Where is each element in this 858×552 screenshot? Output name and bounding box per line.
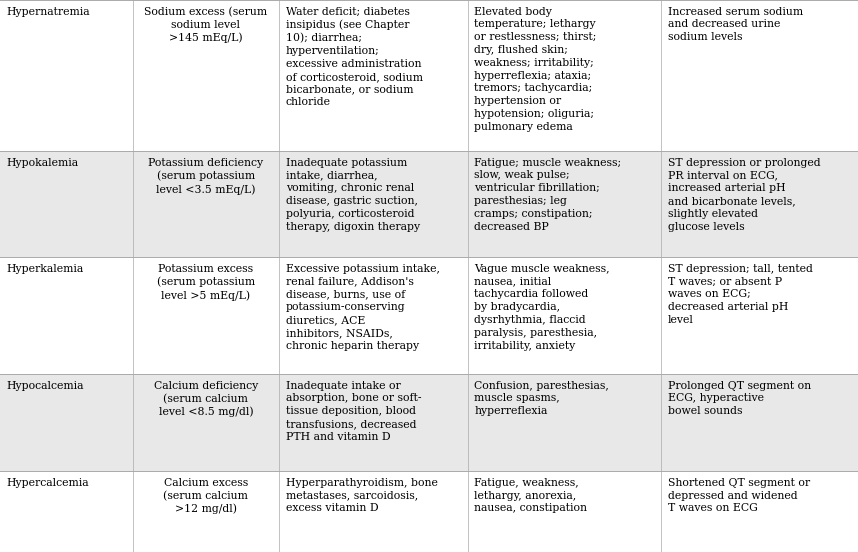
Text: Hypercalcemia: Hypercalcemia	[7, 477, 89, 488]
Text: ST depression; tall, tented
T waves; or absent P
waves on ECG;
decreased arteria: ST depression; tall, tented T waves; or …	[668, 264, 813, 325]
Bar	[0, 471, 858, 552]
Text: Calcium deficiency
(serum calcium
level <8.5 mg/dl): Calcium deficiency (serum calcium level …	[154, 381, 258, 417]
Text: Vague muscle weakness,
nausea, initial
tachycardia followed
by bradycardia,
dysr: Vague muscle weakness, nausea, initial t…	[474, 264, 610, 351]
Text: Inadequate potassium
intake, diarrhea,
vomiting, chronic renal
disease, gastric : Inadequate potassium intake, diarrhea, v…	[286, 158, 420, 232]
Text: Fatigue, weakness,
lethargy, anorexia,
nausea, constipation: Fatigue, weakness, lethargy, anorexia, n…	[474, 477, 588, 513]
Text: Inadequate intake or
absorption, bone or soft-
tissue deposition, blood
transfus: Inadequate intake or absorption, bone or…	[286, 381, 421, 442]
Text: Sodium excess (serum
sodium level
>145 mEq/L): Sodium excess (serum sodium level >145 m…	[144, 7, 268, 43]
Text: Hyperparathyroidism, bone
metastases, sarcoidosis,
excess vitamin D: Hyperparathyroidism, bone metastases, sa…	[286, 477, 438, 513]
Bar	[0, 151, 858, 257]
Text: Fatigue; muscle weakness;
slow, weak pulse;
ventricular fibrillation;
paresthesi: Fatigue; muscle weakness; slow, weak pul…	[474, 158, 621, 232]
Text: Potassium excess
(serum potassium
level >5 mEq/L): Potassium excess (serum potassium level …	[157, 264, 255, 301]
Text: ST depression or prolonged
PR interval on ECG,
increased arterial pH
and bicarbo: ST depression or prolonged PR interval o…	[668, 158, 820, 232]
Text: Hyperkalemia: Hyperkalemia	[7, 264, 84, 274]
Text: Prolonged QT segment on
ECG, hyperactive
bowel sounds: Prolonged QT segment on ECG, hyperactive…	[668, 381, 811, 416]
Bar	[0, 374, 858, 471]
Bar	[0, 0, 858, 151]
Text: Shortened QT segment or
depressed and widened
T waves on ECG: Shortened QT segment or depressed and wi…	[668, 477, 810, 513]
Text: Hypocalcemia: Hypocalcemia	[7, 381, 84, 391]
Text: Calcium excess
(serum calcium
>12 mg/dl): Calcium excess (serum calcium >12 mg/dl)	[164, 477, 248, 514]
Text: Hypernatremia: Hypernatremia	[7, 7, 90, 17]
Text: Increased serum sodium
and decreased urine
sodium levels: Increased serum sodium and decreased uri…	[668, 7, 802, 42]
Bar	[0, 257, 858, 374]
Text: Water deficit; diabetes
insipidus (see Chapter
10); diarrhea;
hyperventilation;
: Water deficit; diabetes insipidus (see C…	[286, 7, 423, 108]
Text: Elevated body
temperature; lethargy
or restlessness; thirst;
dry, flushed skin;
: Elevated body temperature; lethargy or r…	[474, 7, 597, 132]
Text: Excessive potassium intake,
renal failure, Addison's
disease, burns, use of
pota: Excessive potassium intake, renal failur…	[286, 264, 439, 351]
Text: Confusion, paresthesias,
muscle spasms,
hyperreflexia: Confusion, paresthesias, muscle spasms, …	[474, 381, 609, 416]
Text: Hypokalemia: Hypokalemia	[7, 158, 79, 168]
Text: Potassium deficiency
(serum potassium
level <3.5 mEq/L): Potassium deficiency (serum potassium le…	[148, 158, 263, 195]
